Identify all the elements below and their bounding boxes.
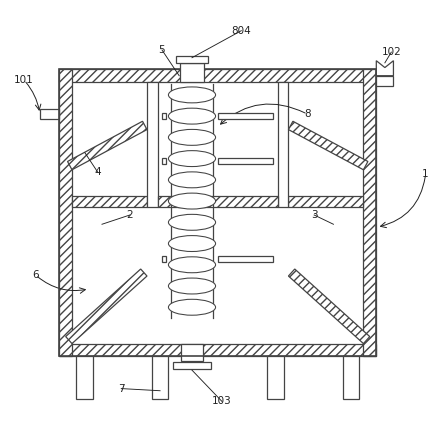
Text: 1: 1 xyxy=(422,169,429,179)
Ellipse shape xyxy=(168,87,216,103)
Bar xyxy=(180,63,204,82)
Text: 101: 101 xyxy=(14,75,34,85)
Bar xyxy=(76,356,92,399)
Polygon shape xyxy=(289,196,364,207)
Bar xyxy=(162,256,166,262)
Polygon shape xyxy=(59,69,72,356)
Ellipse shape xyxy=(168,108,216,124)
Bar xyxy=(267,356,284,399)
Text: 4: 4 xyxy=(95,167,101,177)
Text: 5: 5 xyxy=(159,45,165,55)
Text: 8: 8 xyxy=(305,109,311,119)
Bar xyxy=(173,362,211,369)
Text: 3: 3 xyxy=(311,210,317,220)
Bar xyxy=(343,356,359,399)
Polygon shape xyxy=(66,269,147,344)
Bar xyxy=(152,356,168,399)
Ellipse shape xyxy=(168,129,216,145)
Bar xyxy=(278,82,289,207)
Ellipse shape xyxy=(168,299,216,315)
Ellipse shape xyxy=(168,193,216,209)
Text: 103: 103 xyxy=(212,396,232,406)
Polygon shape xyxy=(158,196,278,207)
Text: 804: 804 xyxy=(231,26,251,36)
Ellipse shape xyxy=(168,214,216,230)
Bar xyxy=(181,344,203,361)
Text: 102: 102 xyxy=(381,47,401,57)
Bar xyxy=(40,109,59,119)
Polygon shape xyxy=(377,61,393,76)
Ellipse shape xyxy=(168,236,216,252)
Ellipse shape xyxy=(168,172,216,188)
Text: 6: 6 xyxy=(32,270,39,280)
Bar xyxy=(377,76,393,86)
Ellipse shape xyxy=(168,150,216,166)
Polygon shape xyxy=(67,121,147,170)
Bar xyxy=(218,114,273,119)
Polygon shape xyxy=(59,344,377,356)
Bar xyxy=(162,114,166,119)
Bar xyxy=(59,69,377,356)
Text: 2: 2 xyxy=(127,210,133,220)
Text: 7: 7 xyxy=(118,384,125,393)
Bar xyxy=(218,256,273,262)
Bar xyxy=(147,82,158,207)
Polygon shape xyxy=(59,69,377,82)
Ellipse shape xyxy=(168,278,216,294)
Polygon shape xyxy=(72,196,147,207)
Ellipse shape xyxy=(168,257,216,273)
Polygon shape xyxy=(289,121,368,170)
Bar xyxy=(218,159,273,164)
Bar xyxy=(176,56,208,63)
Polygon shape xyxy=(364,69,377,356)
Polygon shape xyxy=(289,269,370,344)
Bar xyxy=(162,159,166,164)
